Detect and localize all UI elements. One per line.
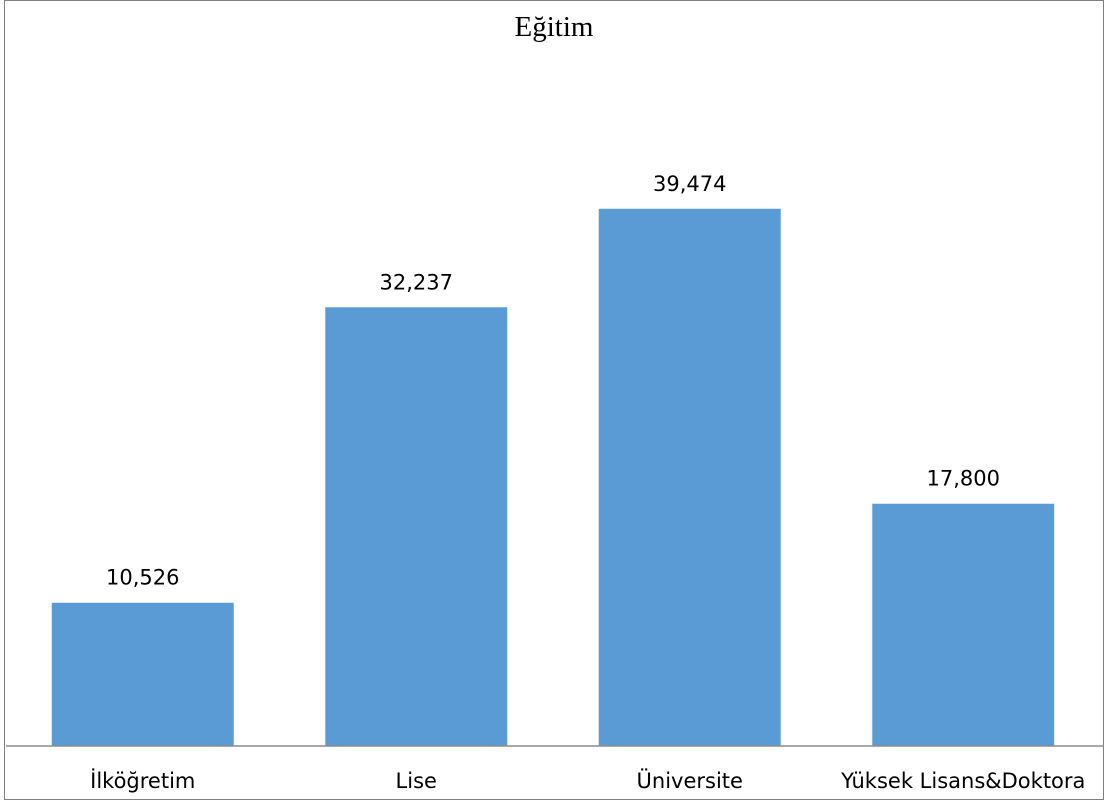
x-tick-label-3: Yüksek Lisans&Doktora bbox=[840, 769, 1085, 793]
bar-0 bbox=[51, 602, 234, 746]
x-tick-label-0: İlköğretim bbox=[90, 768, 195, 793]
data-label-0: 10,526 bbox=[106, 566, 179, 590]
x-tick-label-2: Üniversite bbox=[637, 768, 743, 793]
bar-2 bbox=[598, 208, 781, 747]
x-tick-label-1: Lise bbox=[396, 769, 437, 793]
chart-frame: Eğitim 10,526 32,237 39,474 17,800 İlköğret… bbox=[4, 0, 1104, 800]
bar-chart-plot: 10,526 32,237 39,474 17,800 İlköğretim Lise Ü… bbox=[6, 172, 1104, 793]
chart-title: Eğitim bbox=[514, 11, 594, 43]
bar-3 bbox=[872, 503, 1055, 746]
data-label-1: 32,237 bbox=[380, 270, 453, 294]
data-label-2: 39,474 bbox=[653, 172, 726, 196]
data-label-3: 17,800 bbox=[927, 467, 1000, 491]
bar-1 bbox=[325, 307, 508, 746]
